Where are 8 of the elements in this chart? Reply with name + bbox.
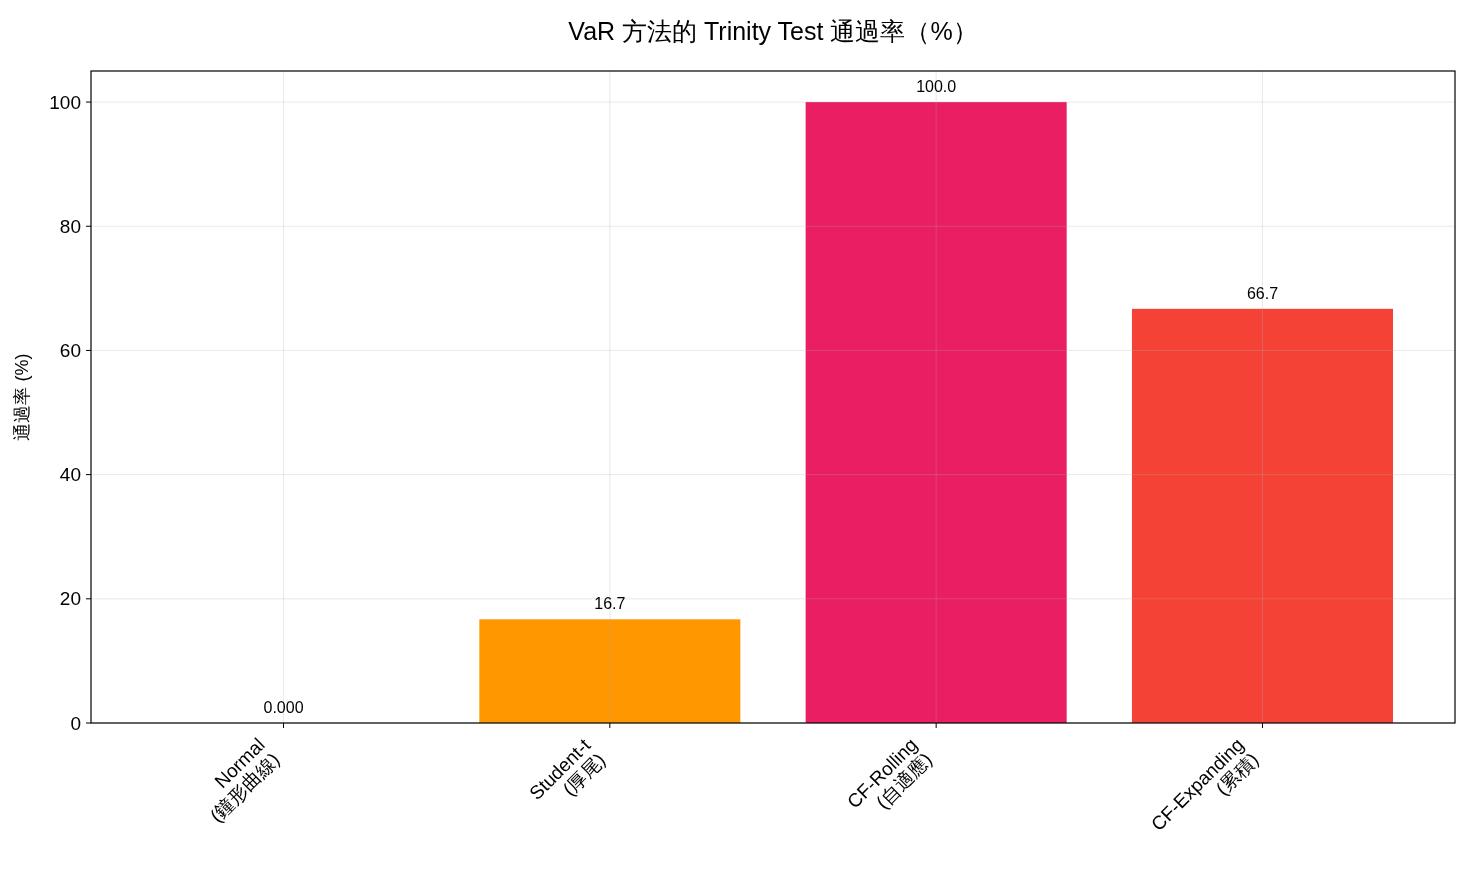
y-tick-label: 60 xyxy=(59,339,81,361)
y-tick-label: 40 xyxy=(59,464,81,486)
title: VaR 方法的 Trinity Test 通過率（%） xyxy=(568,17,978,45)
y-tick-label: 20 xyxy=(59,588,81,610)
y-tick-label: 100 xyxy=(49,91,81,113)
y-label: 通過率 (%) xyxy=(12,353,32,441)
y-tick-label: 80 xyxy=(59,215,81,237)
y-tick-label: 0 xyxy=(70,712,81,734)
